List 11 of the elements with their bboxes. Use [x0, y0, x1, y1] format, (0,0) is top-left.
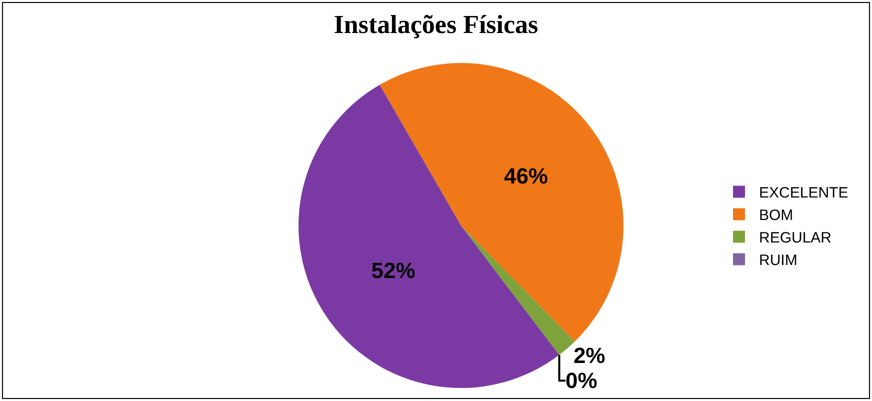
legend-label: BOM — [759, 207, 794, 224]
chart-title: Instalações Físicas — [334, 10, 538, 40]
pie-slice — [461, 226, 575, 355]
data-label: 2% — [573, 343, 606, 368]
text: 0% — [565, 368, 598, 394]
data-label: 46% — [504, 164, 548, 189]
legend-label: RUIM — [759, 252, 798, 270]
pie-slice — [298, 84, 560, 388]
data-label: 52% — [371, 258, 416, 283]
legend-label: REGULAR — [759, 230, 832, 247]
legend-label: EXCELENTE — [759, 184, 848, 202]
